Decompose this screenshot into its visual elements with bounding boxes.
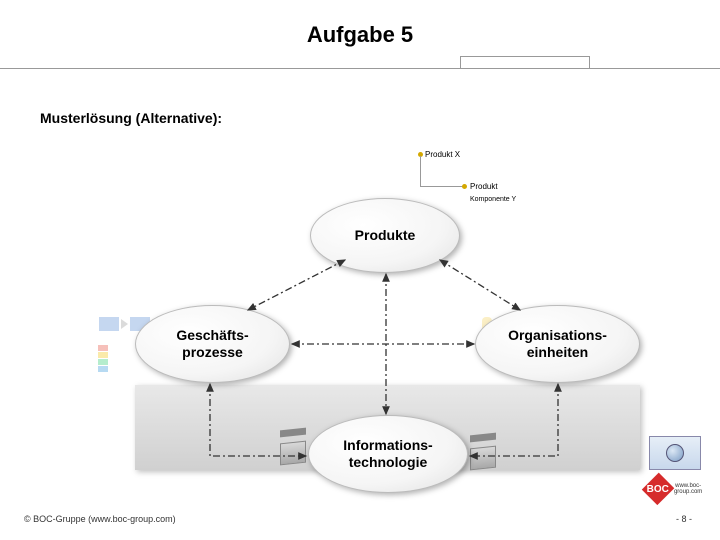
server-icon [280, 435, 306, 469]
divider [0, 68, 720, 69]
product-child-label: Produkt [470, 182, 498, 191]
node-informationstechnologie: Informations- technologie [308, 415, 468, 493]
product-tree-line [420, 156, 421, 186]
product-root-label: Produkt X [425, 150, 460, 159]
subtitle: Musterlösung (Alternative): [40, 110, 222, 126]
node-geschaeftsprozesse: Geschäfts- prozesse [135, 305, 290, 383]
server-icon [470, 440, 496, 474]
product-child-dot [462, 184, 467, 189]
tab-notch [460, 56, 590, 68]
page-title: Aufgabe 5 [0, 0, 720, 48]
node-label: Produkte [355, 227, 416, 244]
node-organisationseinheiten: Organisations- einheiten [475, 305, 640, 383]
product-sub-label: Komponente Y [470, 196, 516, 203]
footer-page-number: - 8 - [676, 514, 692, 524]
boc-logo-url: www.boc-group.com [673, 483, 703, 495]
node-label: Geschäfts- prozesse [176, 327, 248, 361]
boc-logo: BOC www.boc-group.com [647, 474, 703, 504]
boc-logo-text: BOC [647, 484, 669, 495]
arrow [248, 260, 345, 310]
logo-stack: BOC www.boc-group.com [644, 436, 706, 504]
product-tree-line [420, 186, 464, 187]
diagram-canvas: Produkt X Produkt Komponente Y Produkte … [0, 140, 720, 490]
node-label: Organisations- einheiten [508, 327, 607, 361]
node-label: Informations- technologie [343, 437, 432, 471]
node-produkte: Produkte [310, 198, 460, 273]
university-logo [649, 436, 701, 470]
footer-copyright: © BOC-Gruppe (www.boc-group.com) [24, 514, 176, 524]
arrow [440, 260, 520, 310]
